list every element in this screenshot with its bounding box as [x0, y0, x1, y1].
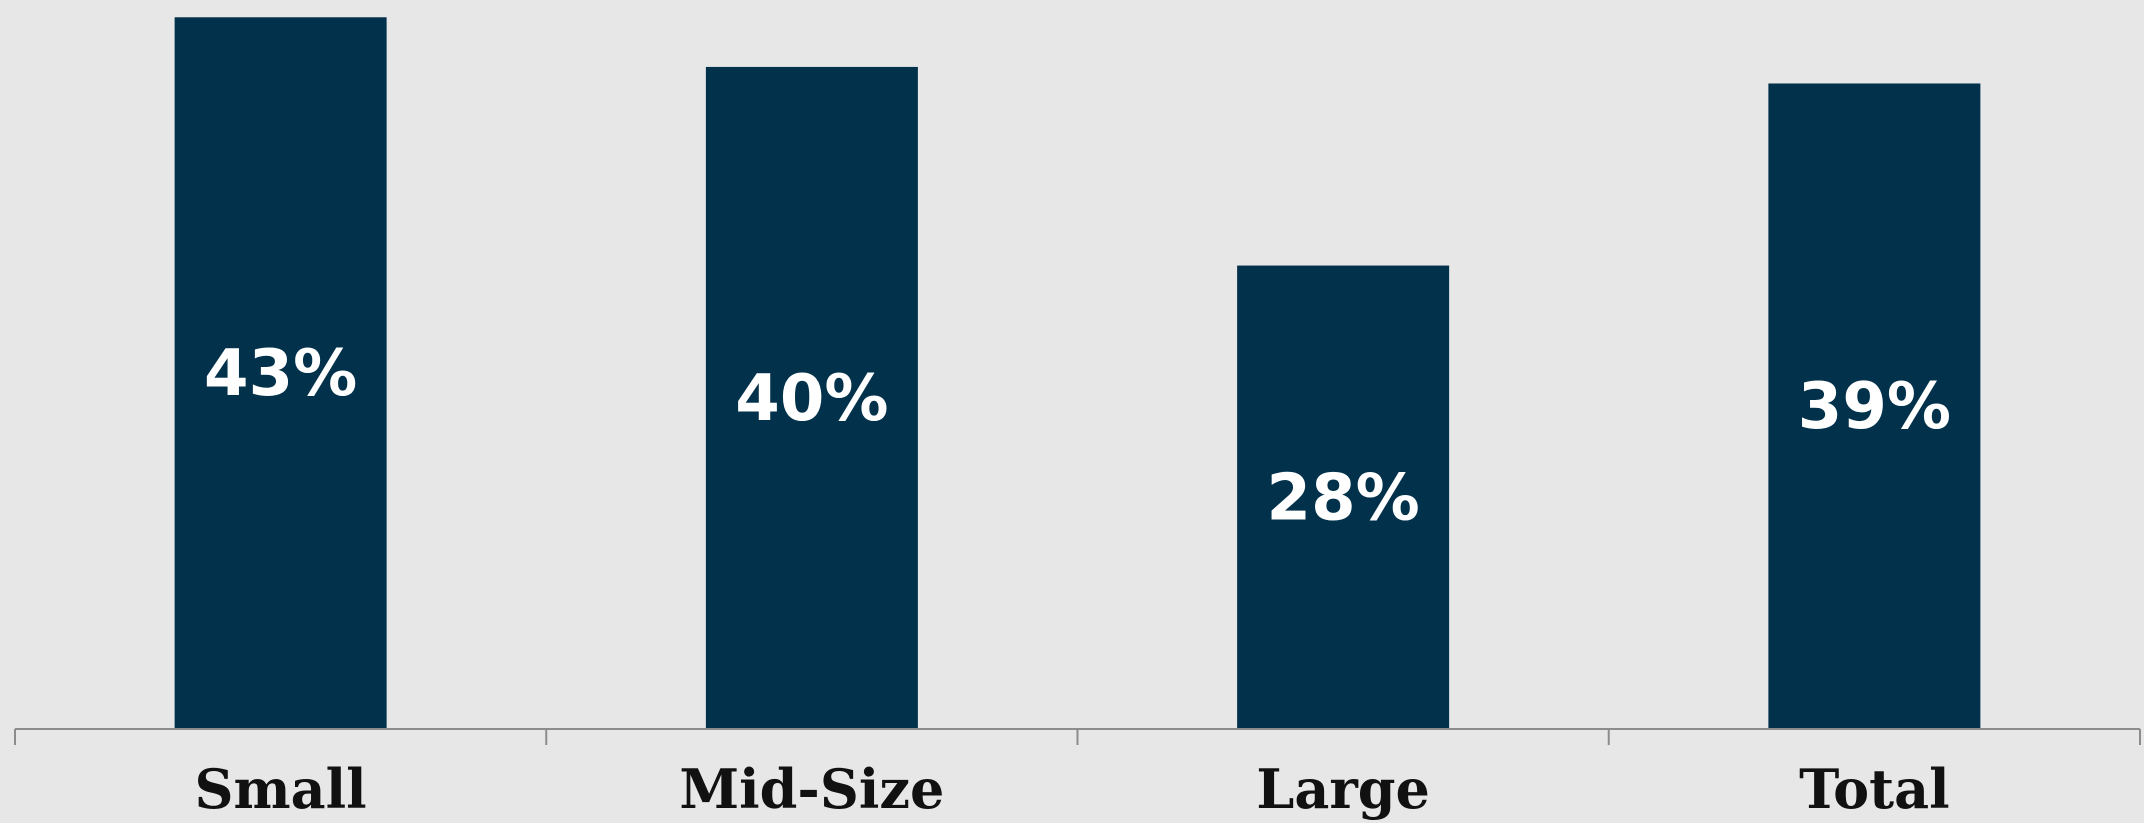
category-tick-label: Small	[195, 757, 367, 821]
bar-value-label: 39%	[1798, 370, 1951, 444]
bar-large	[1237, 265, 1450, 729]
bar-value-label: 40%	[735, 362, 888, 436]
category-tick-label: Mid-Size	[679, 757, 944, 821]
bar-value-label: 43%	[204, 337, 357, 411]
bar-value-label: 28%	[1267, 461, 1420, 535]
category-tick-label: Total	[1799, 757, 1949, 821]
category-tick-label: Large	[1256, 757, 1430, 821]
bar-small	[174, 17, 387, 729]
bar-mid-size	[705, 66, 918, 730]
bar-total	[1768, 83, 1981, 729]
